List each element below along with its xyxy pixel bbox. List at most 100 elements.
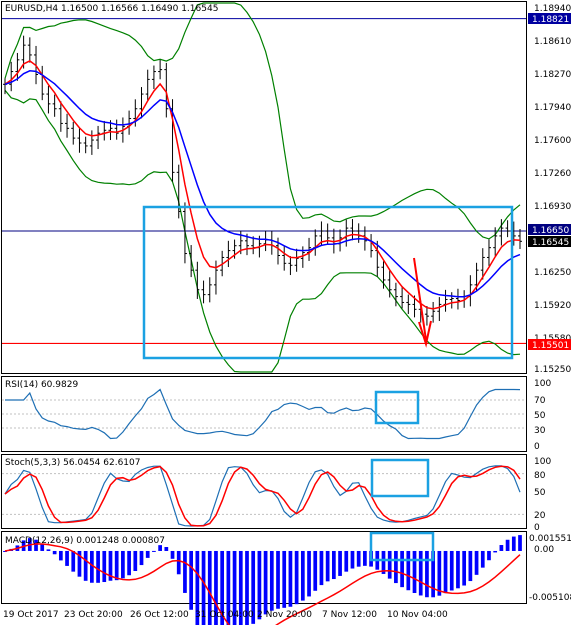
macd-histogram-bar xyxy=(269,550,274,611)
time-label: 2 Nov 20:00 xyxy=(257,610,312,620)
macd-histogram-bar xyxy=(505,539,510,551)
macd-histogram-bar xyxy=(77,550,82,577)
macd-histogram-bar xyxy=(474,550,479,575)
macd-histogram-bar xyxy=(195,550,200,625)
annotation-box xyxy=(142,205,514,360)
rsi-tick-label: 70 xyxy=(534,396,546,406)
macd-histogram-bar xyxy=(487,550,491,561)
macd-histogram-bar xyxy=(164,547,169,551)
stoch-tick-label: 50 xyxy=(534,488,546,498)
ma-slow-line xyxy=(4,70,521,298)
price-tick-label: 1.16930 xyxy=(534,202,571,212)
macd-histogram-bar xyxy=(319,550,324,586)
macd-histogram-bar xyxy=(381,550,386,574)
macd-histogram-bar xyxy=(245,550,249,625)
macd-histogram-bar xyxy=(431,550,435,598)
macd-histogram-bar xyxy=(344,550,349,572)
macd-histogram-bar xyxy=(257,550,262,620)
macd-histogram-bar xyxy=(139,550,144,566)
rsi-line xyxy=(5,388,521,440)
price-label-box-level xyxy=(528,224,571,235)
stoch-annotation-box xyxy=(370,458,430,498)
macd-histogram-bar xyxy=(251,550,256,624)
price-label-level: 1.16650 xyxy=(532,226,569,236)
macd-histogram-bar xyxy=(226,550,231,625)
macd-histogram-bar xyxy=(325,550,330,582)
time-label: 26 Oct 12:00 xyxy=(130,610,189,620)
macd-histogram-bar xyxy=(518,535,522,551)
macd-histogram-bar xyxy=(313,550,318,591)
price-label-current: 1.16545 xyxy=(532,238,569,248)
bollinger-lower-line xyxy=(4,89,521,373)
macd-histogram-bar xyxy=(34,539,38,551)
macd-histogram-bar xyxy=(468,550,473,582)
macd-histogram-bar xyxy=(232,550,237,625)
macd-histogram-bar xyxy=(363,550,367,566)
macd-histogram-bar xyxy=(263,550,268,615)
macd-histogram-bar xyxy=(456,550,460,589)
price-label-box-support xyxy=(528,339,571,350)
price-label-box-resistance xyxy=(528,13,571,24)
rsi-tick-label: 50 xyxy=(534,411,546,421)
time-label: 7 Nov 12:00 xyxy=(322,610,377,620)
macd-histogram-bar xyxy=(170,550,175,559)
price-tick-label: 1.16250 xyxy=(534,268,571,278)
macd-histogram-bar xyxy=(300,550,305,601)
macd-histogram-bar xyxy=(425,550,429,598)
macd-histogram-bar xyxy=(480,550,485,568)
price-tick-label: 1.18940 xyxy=(534,4,571,14)
stoch-d-line xyxy=(4,465,521,527)
macd-title: MACD(12,26,9) 0.001248 0.000807 xyxy=(5,536,165,546)
macd-histogram-bar xyxy=(201,550,206,625)
macd-histogram-bar xyxy=(443,550,448,594)
forecast-arrow xyxy=(413,257,427,341)
macd-histogram-bar xyxy=(96,550,100,583)
price-tick-label: 1.15920 xyxy=(534,301,571,311)
time-label: 31 Oct 04:00 xyxy=(195,610,254,620)
macd-histogram-bar xyxy=(276,550,280,609)
macd-histogram-bar xyxy=(207,550,212,625)
macd-histogram-bar xyxy=(387,550,392,579)
macd-histogram-bar xyxy=(238,550,243,625)
rsi-title: RSI(14) 60.9829 xyxy=(5,380,78,390)
macd-histogram-bar xyxy=(350,550,355,569)
macd-histogram-bar xyxy=(152,550,156,552)
time-label: 23 Oct 20:00 xyxy=(64,610,123,620)
macd-tick-label: 0.00 xyxy=(534,545,554,555)
stoch-tick-label: 20 xyxy=(534,511,546,521)
price-label-box-current xyxy=(528,236,571,247)
macd-annotation-box xyxy=(369,531,435,562)
macd-histogram-bar xyxy=(189,550,194,610)
price-tick-label: 1.15250 xyxy=(534,365,571,375)
macd-histogram-bar xyxy=(418,550,423,596)
macd-histogram-bar xyxy=(294,550,299,605)
price-tick-label: 1.18270 xyxy=(534,70,571,80)
price-tick-label: 1.17600 xyxy=(534,136,571,146)
macd-histogram-bar xyxy=(331,550,336,580)
macd-histogram-bar xyxy=(46,549,51,551)
stoch-tick-label: 80 xyxy=(534,471,546,481)
stoch-k-line xyxy=(4,465,521,527)
macd-histogram-bar xyxy=(338,550,342,576)
macd-histogram-bar xyxy=(121,550,125,579)
macd-histogram-bar xyxy=(220,550,225,625)
macd-histogram-bar xyxy=(493,550,498,553)
price-tick-label: 1.18610 xyxy=(534,37,571,47)
macd-histogram-bar xyxy=(83,550,88,581)
price-tick-label: 1.17260 xyxy=(534,169,571,179)
macd-tick-label: -0.005108 xyxy=(529,593,571,603)
macd-histogram-bar xyxy=(412,550,417,593)
macd-histogram-bar xyxy=(114,550,119,581)
bollinger-upper-line xyxy=(4,2,521,240)
macd-histogram-bar xyxy=(40,544,45,551)
stoch-tick-label: 0 xyxy=(534,523,540,533)
time-label: 19 Oct 2017 xyxy=(3,610,59,620)
macd-histogram-bar xyxy=(288,550,293,607)
macd-histogram-bar xyxy=(400,550,404,588)
main-price-panel[interactable] xyxy=(1,1,527,374)
macd-histogram-bar xyxy=(133,550,138,571)
macd-tick-label: 0.001551 xyxy=(529,534,571,544)
macd-histogram-bar xyxy=(3,550,7,552)
rsi-annotation-box xyxy=(374,390,420,425)
